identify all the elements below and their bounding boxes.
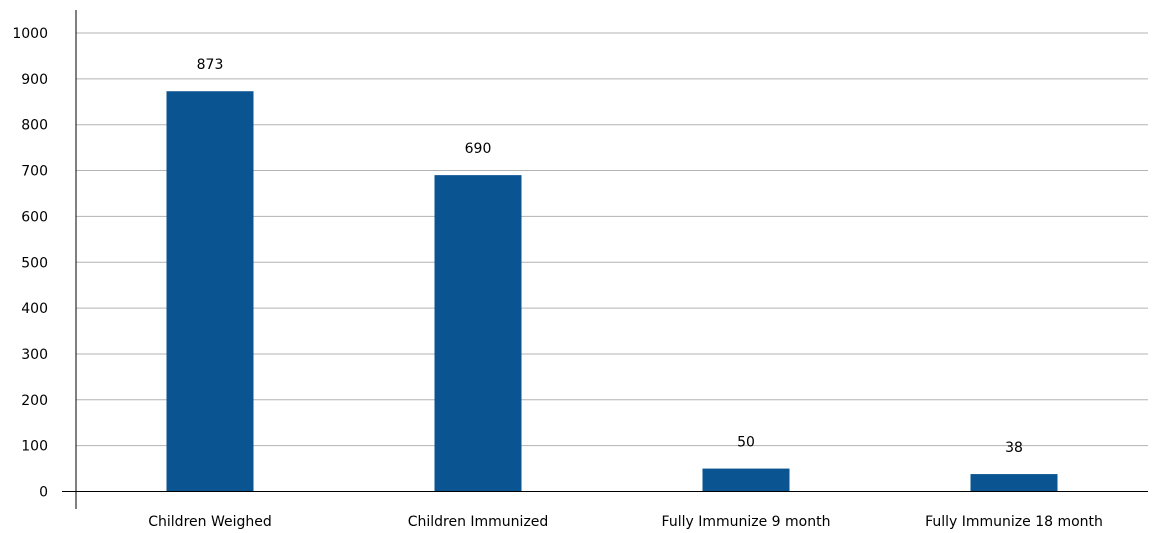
y-tick-label: 1000 <box>12 26 48 42</box>
y-tick-label: 0 <box>39 485 48 501</box>
data-labels: 873 690 50 38 <box>197 57 1023 456</box>
y-tick-label: 400 <box>21 301 48 317</box>
data-label-3: 50 <box>737 435 755 451</box>
category-label-4: Fully Immunize 18 month <box>925 514 1103 530</box>
bar-3 <box>702 468 790 492</box>
data-label-1: 873 <box>197 57 224 73</box>
y-tick-label: 700 <box>21 164 48 180</box>
y-tick-label: 100 <box>21 439 48 455</box>
y-tick-label: 800 <box>21 118 48 134</box>
y-tick-label: 900 <box>21 72 48 88</box>
category-label-3: Fully Immunize 9 month <box>662 514 831 530</box>
gridlines <box>76 32 1148 447</box>
bar-4 <box>970 474 1058 492</box>
y-tick-label: 600 <box>21 209 48 225</box>
x-axis-category-labels: Children Weighed Children Immunized Fully … <box>148 514 1103 530</box>
y-axis-tick-labels: 0 100 200 300 400 500 600 700 800 900 1000 <box>12 26 48 501</box>
data-label-4: 38 <box>1005 440 1023 456</box>
data-label-2: 690 <box>465 141 492 157</box>
bar-2 <box>434 175 522 492</box>
category-label-1: Children Weighed <box>148 514 271 530</box>
bars <box>166 91 1058 492</box>
y-tick-label: 200 <box>21 393 48 409</box>
bar-1 <box>166 91 254 492</box>
y-tick-label: 500 <box>21 255 48 271</box>
y-tick-label: 300 <box>21 347 48 363</box>
category-label-2: Children Immunized <box>408 514 549 530</box>
